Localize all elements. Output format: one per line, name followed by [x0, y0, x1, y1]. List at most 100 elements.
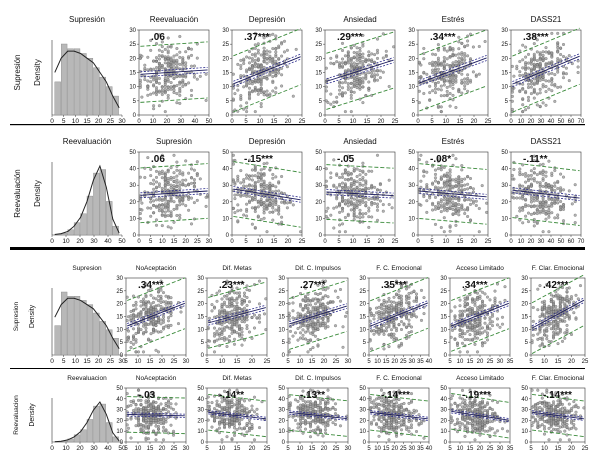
- data-point: [329, 92, 333, 96]
- data-point: [154, 86, 158, 90]
- data-point: [477, 206, 481, 210]
- data-point: [535, 59, 539, 63]
- data-point: [442, 67, 446, 71]
- data-point: [212, 334, 216, 338]
- data-point: [567, 79, 571, 83]
- data-point: [240, 330, 244, 334]
- data-point: [259, 64, 263, 68]
- data-point: [448, 224, 452, 228]
- data-point: [355, 180, 359, 184]
- data-point: [192, 201, 196, 205]
- data-point: [245, 318, 249, 322]
- data-point: [175, 84, 179, 88]
- data-point: [154, 218, 158, 222]
- data-point: [159, 297, 163, 301]
- data-point: [141, 350, 145, 354]
- x-tick-label: 20: [249, 359, 256, 365]
- data-point: [236, 88, 240, 92]
- data-point: [442, 59, 446, 63]
- data-point: [471, 45, 475, 49]
- data-point: [361, 161, 365, 165]
- data-point: [510, 107, 514, 111]
- data-point: [518, 209, 522, 213]
- data-point: [346, 57, 350, 61]
- data-point: [466, 198, 470, 202]
- data-point: [235, 331, 239, 335]
- data-point: [134, 407, 138, 411]
- data-point: [544, 57, 548, 61]
- data-point: [178, 213, 182, 217]
- data-point: [442, 83, 446, 87]
- data-point: [527, 220, 531, 224]
- data-point: [364, 200, 368, 204]
- data-point: [372, 313, 376, 317]
- data-point: [563, 331, 567, 335]
- data-point: [262, 65, 266, 69]
- data-point: [544, 170, 548, 174]
- data-point: [373, 79, 377, 83]
- data-point: [231, 179, 235, 183]
- data-point: [549, 293, 553, 297]
- y-tick-label: 30: [501, 183, 508, 189]
- data-point: [127, 426, 131, 430]
- data-point: [166, 36, 170, 40]
- data-point: [554, 308, 558, 312]
- data-point: [468, 78, 472, 82]
- data-point: [445, 85, 449, 89]
- data-point: [262, 187, 266, 191]
- histogram-title: Supresion: [72, 265, 102, 272]
- data-point: [181, 202, 185, 206]
- data-point: [175, 47, 179, 51]
- y-tick-label: 10: [129, 85, 136, 91]
- data-point: [442, 230, 446, 234]
- data-point: [538, 87, 542, 91]
- data-point: [184, 83, 188, 87]
- data-point: [157, 182, 161, 186]
- data-point: [332, 183, 336, 187]
- correlation-label: .37***: [244, 32, 270, 43]
- data-point: [139, 299, 143, 303]
- data-point: [439, 110, 443, 114]
- x-tick-label: 5: [448, 359, 452, 365]
- data-point: [512, 167, 516, 171]
- data-point: [338, 81, 342, 85]
- data-point: [518, 218, 522, 222]
- data-point: [529, 173, 533, 177]
- data-point: [262, 50, 266, 54]
- data-point: [563, 336, 567, 340]
- data-point: [404, 325, 408, 329]
- data-point: [287, 317, 291, 321]
- data-point: [265, 34, 269, 38]
- data-point: [268, 59, 272, 63]
- y-tick-label: 25: [440, 289, 447, 295]
- data-point: [535, 50, 539, 54]
- data-point: [442, 78, 446, 82]
- data-point: [475, 336, 479, 340]
- data-point: [419, 288, 423, 292]
- data-point: [163, 57, 167, 61]
- data-point: [141, 331, 145, 335]
- data-point: [265, 184, 269, 188]
- data-point: [215, 314, 219, 318]
- data-point: [552, 327, 556, 331]
- data-point: [192, 178, 196, 182]
- data-point: [343, 110, 347, 114]
- data-point: [470, 337, 474, 341]
- data-point: [364, 211, 368, 215]
- confidence-band: [140, 66, 208, 73]
- data-point: [291, 94, 295, 98]
- data-point: [144, 303, 148, 307]
- data-point: [265, 74, 269, 78]
- data-point: [529, 204, 533, 208]
- data-point: [460, 313, 464, 317]
- data-point: [521, 206, 525, 210]
- data-point: [152, 199, 156, 203]
- data-point: [433, 82, 437, 86]
- y-tick-label: 0: [412, 233, 416, 239]
- data-point: [500, 315, 504, 319]
- data-point: [367, 169, 371, 173]
- y-tick-label: 30: [315, 183, 322, 189]
